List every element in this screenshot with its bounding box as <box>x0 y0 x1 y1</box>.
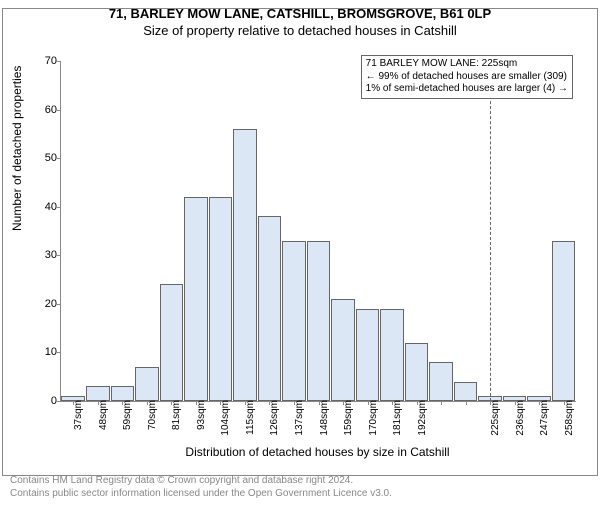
title-main: 71, BARLEY MOW LANE, CATSHILL, BROMSGROV… <box>0 6 600 21</box>
annotation-l1: 71 BARLEY MOW LANE: 225sqm <box>366 58 568 71</box>
plot: 010203040506070 37sqm48sqm59sqm70sqm81sq… <box>60 61 576 402</box>
bar <box>356 309 380 401</box>
bar <box>307 241 331 401</box>
bar <box>454 382 478 401</box>
bar <box>405 343 429 401</box>
bar <box>135 367 159 401</box>
ytick-label: 30 <box>29 249 57 261</box>
bar <box>233 129 257 401</box>
annotation-l3: 1% of semi-detached houses are larger (4… <box>366 83 568 96</box>
xtick-label: 104sqm <box>220 400 231 436</box>
xtick-label: 48sqm <box>98 400 109 430</box>
footer-l2: Contains public sector information licen… <box>10 487 392 500</box>
ytick-label: 0 <box>29 395 57 407</box>
xtick-label: 192sqm <box>417 400 428 436</box>
xtick-label: 258sqm <box>564 400 575 436</box>
y-axis-label: Number of detached properties <box>10 66 24 231</box>
ytick-label: 70 <box>29 55 57 67</box>
xtick-label: 181sqm <box>392 400 403 436</box>
bar <box>184 197 208 401</box>
bar <box>331 299 355 401</box>
bar <box>86 386 110 401</box>
ytick-label: 50 <box>29 152 57 164</box>
xtick-label: 126sqm <box>269 400 280 436</box>
ytick-label: 40 <box>29 201 57 213</box>
xtick-label: 115sqm <box>245 400 256 435</box>
title-sub: Size of property relative to detached ho… <box>0 23 600 38</box>
bar <box>429 362 453 401</box>
bar <box>258 216 282 401</box>
bars-container <box>61 61 576 401</box>
bar <box>552 241 576 401</box>
xtick-label: 225sqm <box>490 400 501 436</box>
ytick-label: 60 <box>29 104 57 116</box>
xtick-label: 148sqm <box>319 400 330 436</box>
xtick-label: 236sqm <box>515 400 526 436</box>
xtick-label: 59sqm <box>122 400 133 430</box>
chart-area: 010203040506070 37sqm48sqm59sqm70sqm81sq… <box>60 61 575 401</box>
bar <box>380 309 404 401</box>
annotation-l2: ← 99% of detached houses are smaller (30… <box>366 71 568 84</box>
footer-l1: Contains HM Land Registry data © Crown c… <box>10 474 392 487</box>
xtick-label: 170sqm <box>368 400 379 436</box>
property-marker <box>490 91 492 401</box>
xtick-label: 81sqm <box>171 400 182 430</box>
annotation-box: 71 BARLEY MOW LANE: 225sqm ← 99% of deta… <box>361 55 573 99</box>
bar <box>209 197 233 401</box>
xtick-label: 93sqm <box>196 400 207 430</box>
bar <box>160 284 184 401</box>
xtick-label: 247sqm <box>539 400 550 436</box>
footer: Contains HM Land Registry data © Crown c… <box>10 474 392 500</box>
xtick-label: 159sqm <box>343 400 354 436</box>
xtick-label: 37sqm <box>73 400 84 430</box>
ytick-label: 20 <box>29 298 57 310</box>
x-axis-label: Distribution of detached houses by size … <box>60 445 575 459</box>
bar <box>282 241 306 401</box>
xtick-label: 137sqm <box>294 400 305 436</box>
ytick-label: 10 <box>29 346 57 358</box>
bar <box>111 386 135 401</box>
xtick-label: 70sqm <box>147 400 158 430</box>
